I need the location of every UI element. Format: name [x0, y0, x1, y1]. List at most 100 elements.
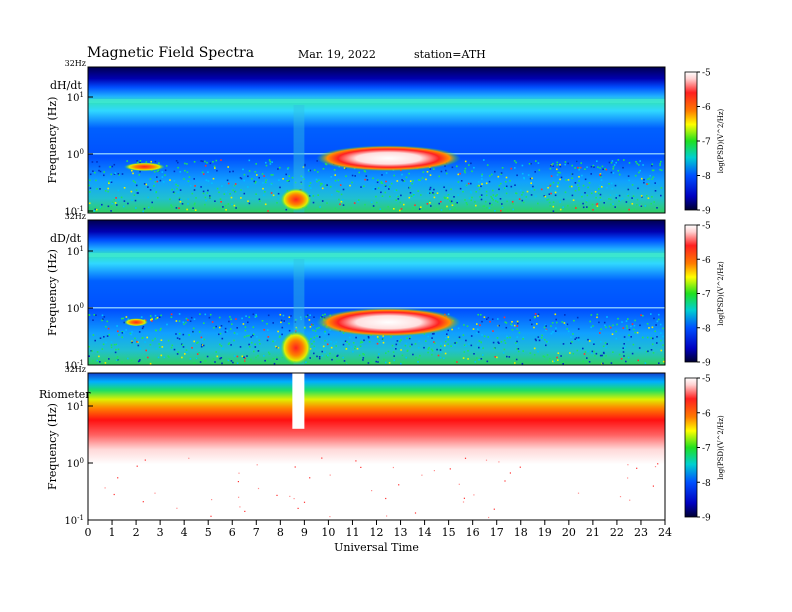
- spectrum-speckle: [615, 330, 617, 333]
- spectrum-speckle: [457, 173, 460, 176]
- spectrum-speckle: [460, 180, 463, 182]
- spectrum-speckle: [303, 178, 305, 180]
- spectrum-speckle: [431, 353, 433, 356]
- spectrum-speckle: [596, 205, 599, 207]
- spectrum-speckle: [427, 335, 429, 338]
- spectrum-speckle: [545, 329, 547, 332]
- spectrum-speckle: [181, 203, 184, 205]
- spectrum-speckle: [641, 177, 643, 180]
- spectrum-speckle: [660, 160, 662, 163]
- spectrum-speckle: [516, 320, 519, 323]
- spectrum-speckle: [608, 183, 610, 185]
- spectrum-speckle: [264, 203, 267, 206]
- spectrum-speckle: [138, 331, 141, 333]
- spectrum-speckle: [212, 177, 215, 180]
- spectrum-speckle: [462, 357, 465, 359]
- spectrum-speckle: [480, 358, 483, 360]
- spectrum-speckle: [651, 178, 653, 180]
- spectrum-speckle: [310, 194, 312, 196]
- spectrum-speckle: [492, 341, 495, 344]
- spectrum-speckle: [500, 182, 502, 185]
- spectrum-speckle: [195, 357, 198, 360]
- spectrum-speckle: [556, 174, 559, 176]
- spectrum-speckle: [221, 185, 223, 187]
- spectrum-speckle: [248, 202, 251, 205]
- spectrum-speckle: [544, 338, 546, 341]
- spectrum-speckle: [474, 361, 477, 363]
- spectrum-speckle: [588, 208, 590, 211]
- spectrum-speckle: [258, 176, 260, 179]
- spectrum-speckle: [324, 210, 326, 212]
- spectrum-speckle: [481, 175, 483, 177]
- spectrum-speckle: [114, 202, 117, 204]
- spectrum-speckle: [534, 171, 536, 173]
- spectrum-speckle: [169, 179, 171, 181]
- spectrum-speckle: [562, 198, 565, 201]
- spectrum-speckle: [506, 355, 508, 358]
- feature-pc1: [124, 318, 149, 327]
- spectrum-speckle: [252, 333, 255, 336]
- spectrum-speckle: [259, 200, 261, 202]
- spectrum-speckle: [411, 182, 413, 185]
- spectrum-speckle: [445, 337, 447, 339]
- spectrum-speckle: [414, 204, 416, 206]
- spectrum-speckle: [402, 361, 405, 363]
- spectrum-speckle: [356, 347, 359, 350]
- spectrum-speckle: [319, 184, 322, 187]
- spectrum-speckle: [529, 352, 532, 354]
- spectrum-speckle: [283, 320, 285, 322]
- spectrum-speckle: [509, 472, 511, 474]
- spectrum-speckle: [599, 332, 601, 334]
- spectrum-speckle: [149, 178, 152, 180]
- spectrum-speckle: [104, 190, 107, 192]
- x-tick-label: 2: [133, 526, 140, 539]
- spectrum-speckle: [492, 330, 494, 332]
- spectrum-speckle: [630, 325, 632, 328]
- spectrum-speckle: [660, 349, 663, 352]
- spectrum-speckle: [200, 160, 202, 162]
- spectrum-speckle: [154, 492, 156, 494]
- spectrum-speckle: [200, 336, 203, 339]
- spectrum-speckle: [615, 197, 617, 199]
- spectrum-speckle: [233, 184, 236, 187]
- spectrum-speckle: [335, 345, 337, 347]
- spectrum-speckle: [154, 160, 157, 163]
- spectrum-speckle: [612, 168, 614, 170]
- spectrum-speckle: [628, 334, 630, 337]
- spectrum-speckle: [503, 339, 506, 342]
- spectrum-speckle: [522, 336, 525, 339]
- spectrum-speckle: [160, 354, 163, 357]
- spectrum-speckle: [250, 358, 252, 361]
- spectrum-speckle: [426, 203, 429, 205]
- spectrum-speckle: [113, 493, 115, 496]
- spectrum-speckle: [519, 466, 521, 468]
- spectrum-speckle: [586, 206, 588, 208]
- spectrum-speckle: [571, 164, 573, 167]
- spectrum-speckle: [588, 182, 591, 184]
- spectrum-speckle: [252, 326, 255, 328]
- spectrum-speckle: [263, 175, 265, 177]
- spectrum-speckle: [590, 173, 592, 175]
- spectrum-speckle: [624, 346, 626, 349]
- spectrum-speckle: [636, 162, 638, 165]
- spectrum-speckle: [660, 169, 663, 172]
- spectrum-speckle: [652, 337, 654, 340]
- spectrum-speckle: [521, 199, 524, 202]
- data-gap: [292, 373, 305, 429]
- spectrum-speckle: [316, 335, 318, 337]
- spectrum-speckle: [300, 181, 302, 184]
- spectrum-speckle: [218, 326, 221, 329]
- spectrum-speckle: [204, 360, 207, 362]
- spectrum-speckle: [105, 325, 107, 328]
- spectrum-speckle: [384, 191, 387, 194]
- spectrum-speckle: [543, 195, 546, 197]
- spectrum-speckle: [392, 351, 395, 353]
- spectrum-speckle: [619, 199, 621, 201]
- spectrum-speckle: [261, 320, 264, 322]
- spectrum-speckle: [289, 495, 291, 497]
- spectrum-speckle: [179, 189, 182, 191]
- spectrum-speckle: [183, 178, 185, 180]
- spectrum-speckle: [317, 171, 319, 173]
- spectrum-speckle: [173, 180, 176, 182]
- spectrum-speckle: [615, 194, 618, 196]
